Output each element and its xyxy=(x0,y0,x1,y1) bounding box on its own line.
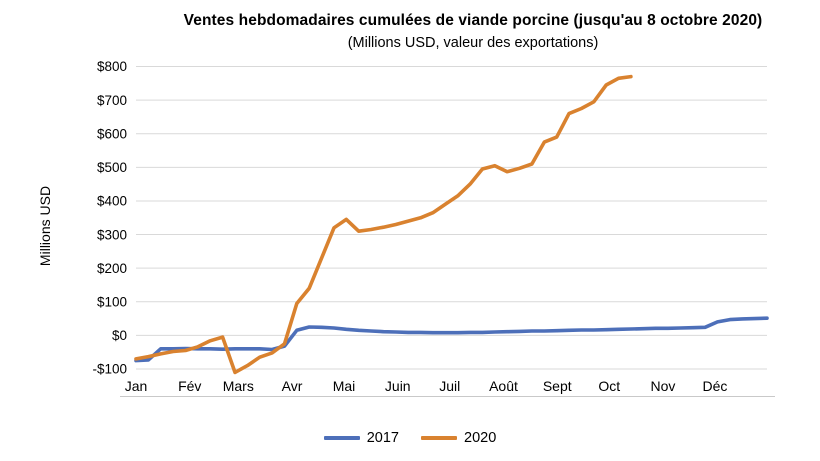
y-tick-label: $200 xyxy=(97,261,127,276)
x-tick-label: Déc xyxy=(703,378,728,394)
x-tick-label: Avr xyxy=(282,378,303,394)
x-tick-label: Jan xyxy=(125,378,148,394)
legend-item-2017: 2017 xyxy=(323,430,399,446)
x-tick-label: Août xyxy=(489,378,518,394)
x-tick-label: Mai xyxy=(333,378,356,394)
legend-swatch-2017 xyxy=(323,436,360,440)
x-tick-label: Juin xyxy=(385,378,411,394)
legend: 2017 2020 xyxy=(0,430,820,446)
y-tick-label: $0 xyxy=(112,328,127,343)
chart-subtitle: (Millions USD, valeur des exportations) xyxy=(347,35,599,51)
x-tick-label: Nov xyxy=(651,378,676,394)
x-tick-label: Juil xyxy=(439,378,460,394)
legend-label-2020: 2020 xyxy=(464,430,497,446)
y-tick-label: $400 xyxy=(97,194,127,209)
y-tick-label: $300 xyxy=(97,227,127,242)
legend-swatch-2020 xyxy=(421,436,457,440)
x-tick-label: Mars xyxy=(223,378,254,394)
x-tick-label: Fév xyxy=(178,378,201,394)
y-tick-label: -$100 xyxy=(92,362,127,377)
chart-title: Ventes hebdomadaires cumulées de viande … xyxy=(183,12,763,29)
series-line-2017 xyxy=(134,316,769,363)
legend-label-2017: 2017 xyxy=(366,430,399,446)
y-tick-label: $100 xyxy=(97,294,127,309)
y-tick-label: $700 xyxy=(97,93,127,108)
series-line-2020 xyxy=(134,74,633,375)
y-tick-label: $800 xyxy=(97,59,127,74)
x-tick-label: Oct xyxy=(598,378,620,394)
y-tick-label: $500 xyxy=(97,160,127,175)
y-tick-label: $600 xyxy=(97,126,127,141)
x-tick-label: Sept xyxy=(543,378,572,394)
legend-item-2020: 2020 xyxy=(421,430,496,446)
